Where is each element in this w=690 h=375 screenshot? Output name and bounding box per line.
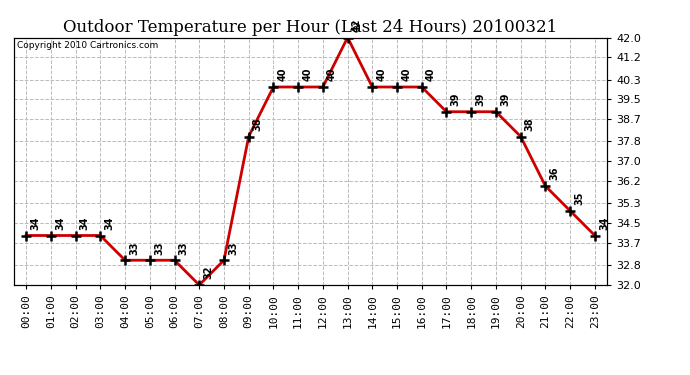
Text: Copyright 2010 Cartronics.com: Copyright 2010 Cartronics.com <box>17 41 158 50</box>
Text: 34: 34 <box>104 216 115 230</box>
Text: 35: 35 <box>574 192 584 205</box>
Text: 34: 34 <box>55 216 65 230</box>
Text: 38: 38 <box>525 117 535 131</box>
Text: 33: 33 <box>228 241 238 255</box>
Text: 33: 33 <box>154 241 164 255</box>
Text: 36: 36 <box>549 167 560 180</box>
Text: 40: 40 <box>401 68 411 81</box>
Text: 33: 33 <box>129 241 139 255</box>
Text: 40: 40 <box>277 68 288 81</box>
Text: 34: 34 <box>599 216 609 230</box>
Text: 38: 38 <box>253 117 263 131</box>
Text: 40: 40 <box>327 68 337 81</box>
Text: 33: 33 <box>179 241 188 255</box>
Text: 40: 40 <box>302 68 313 81</box>
Text: 34: 34 <box>30 216 40 230</box>
Text: 40: 40 <box>426 68 436 81</box>
Text: 40: 40 <box>377 68 386 81</box>
Text: 32: 32 <box>204 266 213 279</box>
Text: 34: 34 <box>80 216 90 230</box>
Text: 39: 39 <box>475 93 485 106</box>
Text: 42: 42 <box>352 18 362 32</box>
Title: Outdoor Temperature per Hour (Last 24 Hours) 20100321: Outdoor Temperature per Hour (Last 24 Ho… <box>63 19 558 36</box>
Text: 39: 39 <box>451 93 461 106</box>
Text: 39: 39 <box>500 93 510 106</box>
